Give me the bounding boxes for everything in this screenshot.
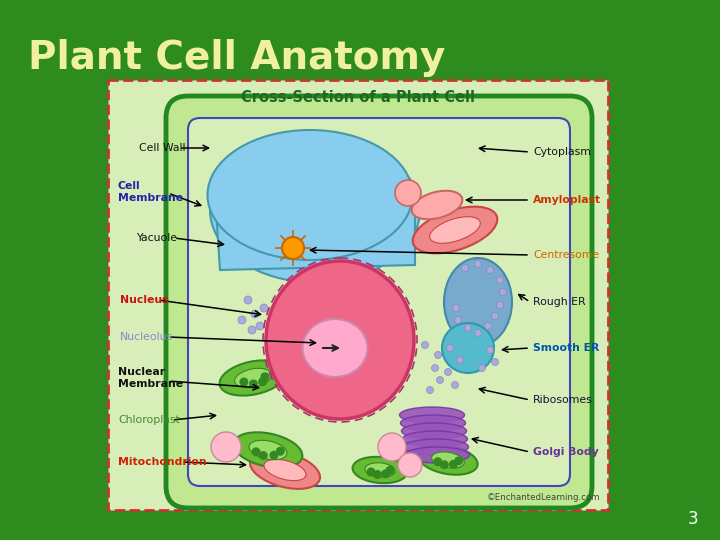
Circle shape [500,288,506,295]
Text: Yacuole: Yacuole [136,233,177,243]
Circle shape [240,377,248,387]
Text: Cytoplasm: Cytoplasm [533,147,591,157]
Circle shape [434,352,441,359]
Circle shape [421,341,428,348]
Text: Amyloplast: Amyloplast [533,195,601,205]
Ellipse shape [353,457,408,483]
Circle shape [385,466,395,475]
Ellipse shape [210,138,420,282]
Circle shape [492,359,498,366]
Ellipse shape [264,460,306,481]
Text: 3: 3 [688,510,698,528]
Circle shape [251,447,261,456]
Circle shape [474,260,482,267]
Circle shape [454,316,462,323]
Circle shape [492,313,498,320]
Ellipse shape [402,431,467,447]
Ellipse shape [235,368,271,388]
Text: Cross-Section of a Plant Cell: Cross-Section of a Plant Cell [241,91,475,105]
Circle shape [378,433,406,461]
Ellipse shape [405,447,469,463]
Circle shape [451,381,459,388]
Circle shape [485,322,492,329]
Text: Plant Cell Anatomy: Plant Cell Anatomy [28,39,446,77]
Circle shape [366,468,376,476]
Ellipse shape [302,319,367,377]
Text: Cell
Membrane: Cell Membrane [118,181,183,203]
Circle shape [276,447,285,456]
Circle shape [258,377,267,386]
Ellipse shape [418,446,477,475]
Ellipse shape [250,451,320,489]
Circle shape [211,432,241,462]
Ellipse shape [412,191,462,219]
Circle shape [446,345,454,352]
Ellipse shape [365,463,395,477]
Ellipse shape [403,439,469,455]
Circle shape [373,470,382,479]
Circle shape [479,364,485,372]
Circle shape [449,460,458,469]
Circle shape [487,347,493,354]
Circle shape [452,305,459,312]
Text: Smooth ER: Smooth ER [533,343,599,353]
Circle shape [249,380,258,388]
Text: Nucleolus: Nucleolus [120,332,173,342]
Circle shape [258,451,268,460]
Ellipse shape [249,440,287,460]
Circle shape [497,276,503,284]
Polygon shape [215,168,415,270]
Circle shape [497,301,503,308]
Ellipse shape [400,407,464,423]
Circle shape [244,296,252,304]
Circle shape [248,326,256,334]
Circle shape [238,316,246,324]
Ellipse shape [444,258,512,346]
Circle shape [256,322,264,330]
Text: Nuclear
Membrane: Nuclear Membrane [118,367,183,389]
Circle shape [487,267,493,273]
Circle shape [426,387,433,394]
FancyBboxPatch shape [188,118,570,486]
FancyBboxPatch shape [166,96,592,508]
Circle shape [462,265,469,272]
Circle shape [398,453,422,477]
Circle shape [381,469,390,478]
Circle shape [395,180,421,206]
Text: Chloroplast: Chloroplast [118,415,180,425]
Text: Golgi Body: Golgi Body [533,447,599,457]
Circle shape [474,329,482,336]
Circle shape [251,310,259,318]
Circle shape [464,325,472,332]
Ellipse shape [432,452,464,468]
Ellipse shape [233,433,302,468]
Circle shape [444,368,451,375]
Ellipse shape [402,423,467,439]
Text: Mitochondrion: Mitochondrion [118,457,207,467]
Ellipse shape [442,323,494,373]
Ellipse shape [207,130,413,260]
Text: Centresome: Centresome [533,250,599,260]
Circle shape [456,356,464,363]
Ellipse shape [413,207,498,253]
Circle shape [282,237,304,259]
Circle shape [431,364,438,372]
Text: ©EnchantedLearning.com: ©EnchantedLearning.com [487,493,600,502]
Text: Cell Wall: Cell Wall [139,143,186,153]
Ellipse shape [400,415,466,431]
Text: Ribosomes: Ribosomes [533,395,593,405]
Text: Nucleus: Nucleus [120,295,168,305]
Circle shape [269,451,279,460]
Circle shape [454,456,463,465]
Circle shape [261,372,269,381]
Circle shape [440,460,449,469]
Circle shape [436,376,444,383]
FancyBboxPatch shape [108,80,608,510]
Ellipse shape [220,360,287,396]
Text: Rough ER: Rough ER [533,297,585,307]
Ellipse shape [430,217,480,243]
Ellipse shape [266,261,414,419]
Circle shape [433,457,442,466]
Circle shape [260,304,268,312]
